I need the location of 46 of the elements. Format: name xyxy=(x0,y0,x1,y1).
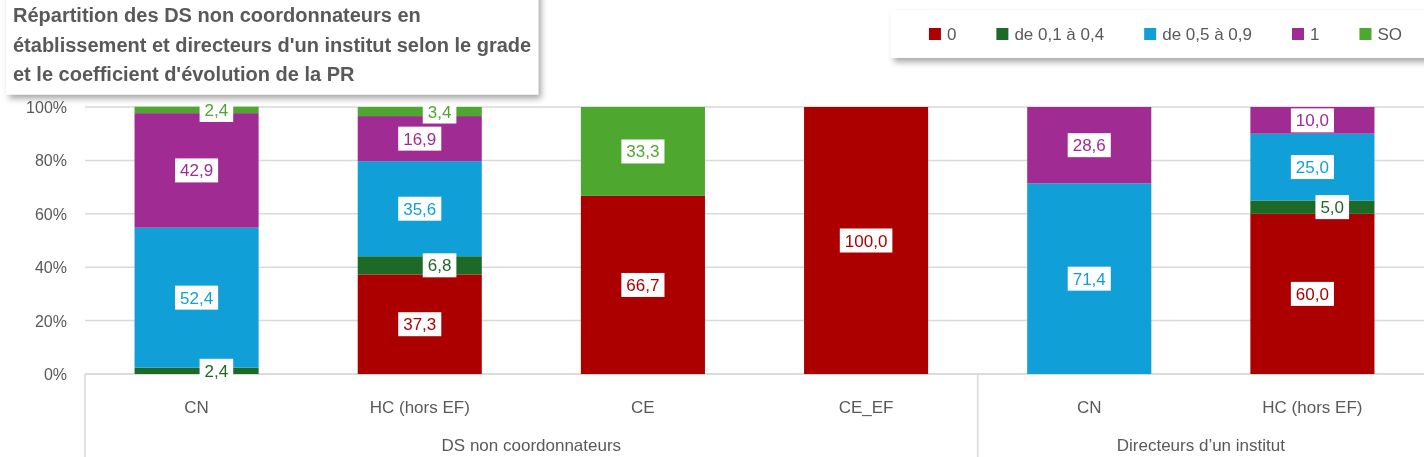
legend-label: 1 xyxy=(1309,24,1320,44)
data-label: 66,7 xyxy=(626,275,660,295)
data-label: 16,9 xyxy=(403,129,437,149)
data-label: 2,4 xyxy=(204,361,229,381)
bar xyxy=(357,161,482,257)
legend-label: de 0,5 à 0,9 xyxy=(1162,24,1252,44)
data-label: 25,0 xyxy=(1295,157,1329,177)
data-label: 100,0 xyxy=(844,231,888,250)
x-tick-label: CN xyxy=(184,397,209,417)
data-label: 52,4 xyxy=(180,288,214,308)
x-tick-label: CN xyxy=(1076,397,1102,417)
x-tick-label: CE xyxy=(631,397,655,417)
data-label: 28,6 xyxy=(1072,135,1106,155)
legend-label: de 0,1 à 0,4 xyxy=(1014,24,1105,44)
data-label: 5,0 xyxy=(1320,197,1345,217)
text: Directeurs d’un institut xyxy=(1116,435,1286,455)
y-tick-label: 80% xyxy=(34,151,67,169)
text: DS non coordonnateurs xyxy=(441,435,622,455)
data-label: 2,4 xyxy=(204,100,229,120)
y-tick-label: 100% xyxy=(26,98,67,116)
bar xyxy=(580,107,705,196)
y-tick-label: 60% xyxy=(34,205,67,223)
data-label: 37,3 xyxy=(403,314,437,334)
data-label: 6,8 xyxy=(427,255,452,275)
y-tick-label: 40% xyxy=(34,258,67,276)
x-tick-label: CE_EF xyxy=(838,397,894,417)
data-label: 35,6 xyxy=(403,199,437,219)
bar xyxy=(1027,183,1152,374)
data-label: 33,3 xyxy=(626,141,660,161)
chart-title: Répartition des DS non coordonnateurs en établissement et directeurs d'un institut selon le grade et le coefficient d'évolution de la PR xyxy=(13,4,532,85)
bar xyxy=(580,195,705,374)
bar xyxy=(804,107,929,374)
bar xyxy=(1250,213,1375,374)
data-label: 71,4 xyxy=(1072,269,1106,289)
data-label: 10,0 xyxy=(1295,110,1329,130)
legend-label: SO xyxy=(1377,24,1402,44)
legend-label: 0 xyxy=(946,24,957,44)
x-tick-label: HC (hors EF) xyxy=(1262,397,1363,417)
y-tick-label: 20% xyxy=(34,312,67,330)
bar xyxy=(1027,107,1152,184)
data-label: 42,9 xyxy=(180,160,214,180)
data-label: 3,4 xyxy=(427,102,452,122)
y-tick-label: 0% xyxy=(43,365,67,383)
bar xyxy=(357,274,482,374)
x-tick-label: HC (hors EF) xyxy=(369,397,470,417)
data-label: 60,0 xyxy=(1295,284,1329,304)
